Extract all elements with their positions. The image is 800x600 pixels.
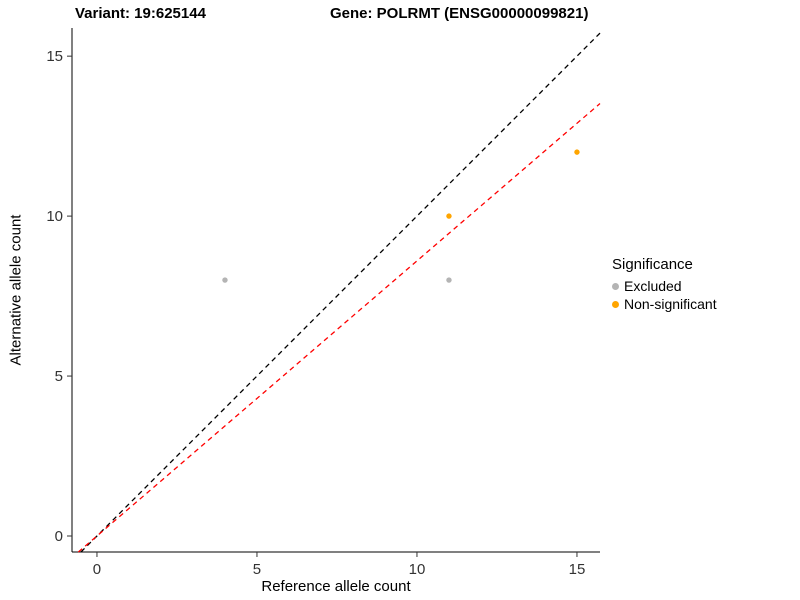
y-axis-label: Alternative allele count [7, 214, 25, 366]
legend-item-excluded: Excluded [612, 277, 717, 295]
non-significant-point-icon [612, 300, 619, 308]
data-point-excluded [446, 277, 452, 283]
gene-title: Gene: POLRMT (ENSG00000099821) [330, 5, 589, 22]
expected-ratio-line [77, 103, 601, 553]
y-tick-label: 10 [46, 208, 63, 225]
legend-item-label: Non-significant [624, 296, 717, 312]
legend-title: Significance [612, 256, 693, 273]
data-point-excluded [222, 277, 228, 283]
legend-item-label: Excluded [624, 278, 682, 294]
x-tick-label: 10 [409, 561, 426, 578]
identity-line [80, 32, 601, 553]
x-axis-label: Reference allele count [261, 578, 411, 595]
y-tick-label: 15 [46, 48, 63, 65]
y-tick-label: 5 [55, 368, 63, 385]
variant-title: Variant: 19:625144 [75, 5, 206, 22]
x-tick-label: 5 [253, 561, 261, 578]
data-point-non-significant [446, 213, 452, 219]
x-tick-label: 15 [569, 561, 586, 578]
data-point-non-significant [574, 149, 580, 155]
legend: Significance Excluded Non-significant [612, 256, 717, 313]
excluded-point-icon [612, 282, 619, 290]
x-tick-label: 0 [93, 561, 101, 578]
y-tick-label: 0 [55, 528, 63, 545]
legend-item-non-significant: Non-significant [612, 295, 717, 313]
